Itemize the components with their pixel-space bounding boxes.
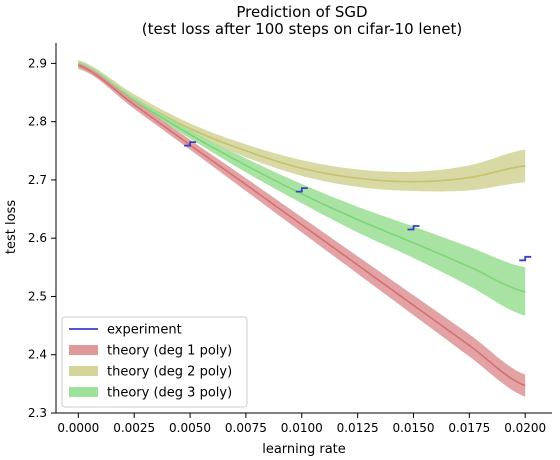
- deg2-band: [78, 59, 526, 192]
- x-tick-label: 0.0025: [113, 421, 155, 435]
- legend-label-deg1: theory (deg 1 poly): [107, 344, 232, 359]
- y-tick-label: 2.9: [28, 56, 47, 70]
- deg1-mean-line: [77, 64, 526, 387]
- legend-label-deg2: theory (deg 2 poly): [107, 365, 232, 380]
- experiment-marker: [519, 255, 532, 262]
- y-tick-label: 2.5: [28, 289, 47, 303]
- y-tick-label: 2.8: [28, 115, 47, 129]
- x-tick-label: 0.0075: [225, 421, 267, 435]
- plot-area: [77, 59, 532, 397]
- y-tick-label: 2.3: [28, 406, 47, 420]
- x-tick-label: 0.0000: [57, 421, 99, 435]
- axes: 0.0000 0.0025 0.0050 0.0075 0.0100 0.0125 0.01…: [28, 43, 552, 435]
- x-axis-label: learning rate: [262, 442, 346, 457]
- legend-swatch-deg3: [69, 387, 98, 397]
- legend-label-deg3: theory (deg 3 poly): [107, 386, 232, 401]
- experiment-marker: [407, 225, 420, 231]
- x-tick-label: 0.0200: [504, 421, 546, 435]
- legend-swatch-deg1: [69, 345, 98, 355]
- x-tick-label: 0.0175: [448, 421, 490, 435]
- experiment-marker: [184, 141, 197, 147]
- y-axis-label: test loss: [4, 200, 19, 254]
- deg3-mean-line: [78, 63, 526, 293]
- experiment-marker: [295, 187, 308, 193]
- legend-box: [61, 316, 248, 408]
- y-tick-label: 2.4: [28, 348, 47, 362]
- x-tick-label: 0.0050: [169, 421, 211, 435]
- legend: experiment theory (deg 1 poly) theory (deg…: [61, 316, 248, 408]
- chart-subtitle: (test loss after 100 steps on cifar-10 l…: [142, 20, 463, 38]
- x-tick-label: 0.0150: [392, 421, 434, 435]
- y-tick-label: 2.7: [28, 173, 47, 187]
- y-tick-label: 2.6: [28, 231, 47, 245]
- legend-swatch-deg2: [69, 366, 98, 376]
- legend-label-experiment: experiment: [107, 323, 182, 338]
- x-tick-label: 0.0125: [337, 421, 379, 435]
- chart-title: Prediction of SGD: [236, 3, 367, 21]
- x-tick-label: 0.0100: [281, 421, 323, 435]
